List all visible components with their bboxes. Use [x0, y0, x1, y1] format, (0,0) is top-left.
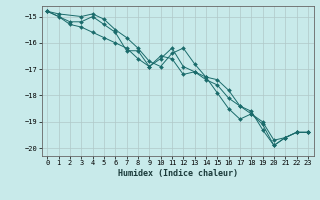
- X-axis label: Humidex (Indice chaleur): Humidex (Indice chaleur): [118, 169, 237, 178]
